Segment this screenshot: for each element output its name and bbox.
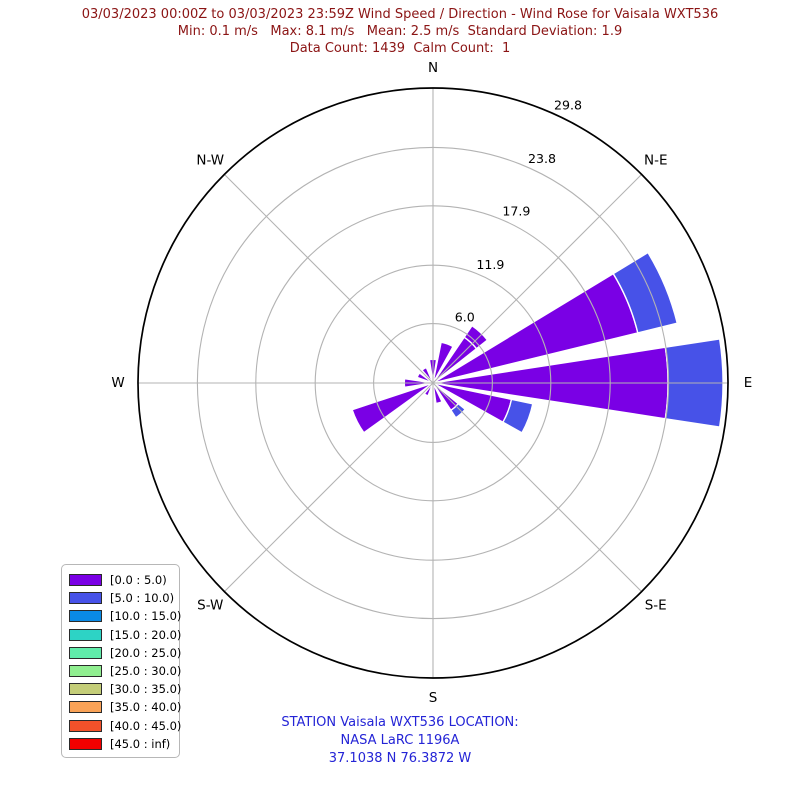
legend-swatch xyxy=(69,646,102,659)
windrose-petal-ssw-segment xyxy=(423,382,434,397)
compass-label-e: E xyxy=(744,375,753,391)
legend-swatch xyxy=(69,737,102,750)
compass-label-sw: S-W xyxy=(197,598,223,614)
legend-label: [10.0 : 15.0) xyxy=(110,609,182,624)
legend-item: [0.0 : 5.0) xyxy=(69,571,179,589)
legend-label: [20.0 : 25.0) xyxy=(110,645,182,660)
legend-swatch xyxy=(69,683,102,696)
polar-ring-gridline xyxy=(314,264,552,502)
legend-item: [45.0 : inf) xyxy=(69,735,179,753)
legend-item: [40.0 : 45.0) xyxy=(69,717,182,735)
legend-swatch xyxy=(69,701,102,714)
legend-swatch xyxy=(69,719,102,732)
station-facility-line: NASA LaRC 1196A xyxy=(340,733,460,748)
legend-swatch xyxy=(69,628,102,641)
radial-tick-label: 17.9 xyxy=(502,204,530,219)
polar-ring-gridline xyxy=(196,146,670,620)
compass-label-se: S-E xyxy=(645,598,667,614)
polar-ring-gridline xyxy=(373,323,493,443)
compass-label-w: W xyxy=(111,375,124,391)
polar-spoke-gridline xyxy=(224,382,434,592)
polar-outer-circle xyxy=(137,87,729,679)
legend-swatch xyxy=(69,665,102,678)
legend-label: [25.0 : 30.0) xyxy=(110,664,182,679)
legend-label: [30.0 : 35.0) xyxy=(110,682,182,697)
chart-count-line: Data Count: 1439 Calm Count: 1 xyxy=(289,41,511,56)
legend-item: [5.0 : 10.0) xyxy=(69,589,179,607)
legend-label: [5.0 : 10.0) xyxy=(110,591,175,606)
radial-tick-label: 23.8 xyxy=(528,151,556,166)
station-coords-line: 37.1038 N 76.3872 W xyxy=(328,751,472,766)
legend-label: [45.0 : inf) xyxy=(110,736,171,751)
legend-item: [10.0 : 15.0) xyxy=(69,607,182,625)
radial-tick-label: 6.0 xyxy=(455,309,475,324)
windrose-petal-nne-segment xyxy=(432,341,454,384)
legend-label: [0.0 : 5.0) xyxy=(110,573,167,588)
legend-swatch xyxy=(69,592,102,605)
compass-label-n: N xyxy=(428,60,438,76)
compass-label-ne: N-E xyxy=(644,152,668,168)
radial-tick-label: 11.9 xyxy=(476,257,504,272)
station-name-line: STATION Vaisala WXT536 LOCATION: xyxy=(281,715,519,730)
speed-bin-legend: [0.0 : 5.0) [5.0 : 10.0) [10.0 : 15.0) [… xyxy=(61,564,182,758)
legend-label: [40.0 : 45.0) xyxy=(110,718,182,733)
polar-spoke-gridline xyxy=(432,382,642,592)
polar-ring-gridline xyxy=(255,205,611,561)
legend-swatch xyxy=(69,610,102,623)
legend-item: [20.0 : 25.0) xyxy=(69,644,182,662)
windrose-petal-ne-segment xyxy=(463,324,489,350)
radial-tick-label: 29.8 xyxy=(554,98,582,113)
windrose-petal-wnw-segment xyxy=(416,371,434,384)
legend-item: [30.0 : 35.0) xyxy=(69,680,182,698)
chart-stats-line: Min: 0.1 m/s Max: 8.1 m/s Mean: 2.5 m/s … xyxy=(177,24,623,39)
compass-label-s: S xyxy=(429,690,438,706)
compass-label-nw: N-W xyxy=(196,152,224,168)
windrose-petal-nnw-segment xyxy=(421,366,434,384)
polar-spoke-gridline xyxy=(224,174,434,384)
windrose-petal-se-segment xyxy=(449,402,467,419)
legend-label: [15.0 : 20.0) xyxy=(110,627,182,642)
windrose-petal-ene-segment xyxy=(612,251,679,334)
windrose-petal-sse-segment xyxy=(432,382,443,405)
polar-spoke-gridline xyxy=(432,174,642,384)
windrose-petal-ese-segment xyxy=(502,398,534,434)
chart-title: 03/03/2023 00:00Z to 03/03/2023 23:59Z W… xyxy=(81,7,719,22)
legend-item: [25.0 : 30.0) xyxy=(69,662,182,680)
legend-item: [35.0 : 40.0) xyxy=(69,698,182,716)
legend-label: [35.0 : 40.0) xyxy=(110,700,182,715)
legend-swatch xyxy=(69,574,102,587)
windrose-petal-wsw-segment xyxy=(351,382,434,434)
legend-item: [15.0 : 20.0) xyxy=(69,626,182,644)
